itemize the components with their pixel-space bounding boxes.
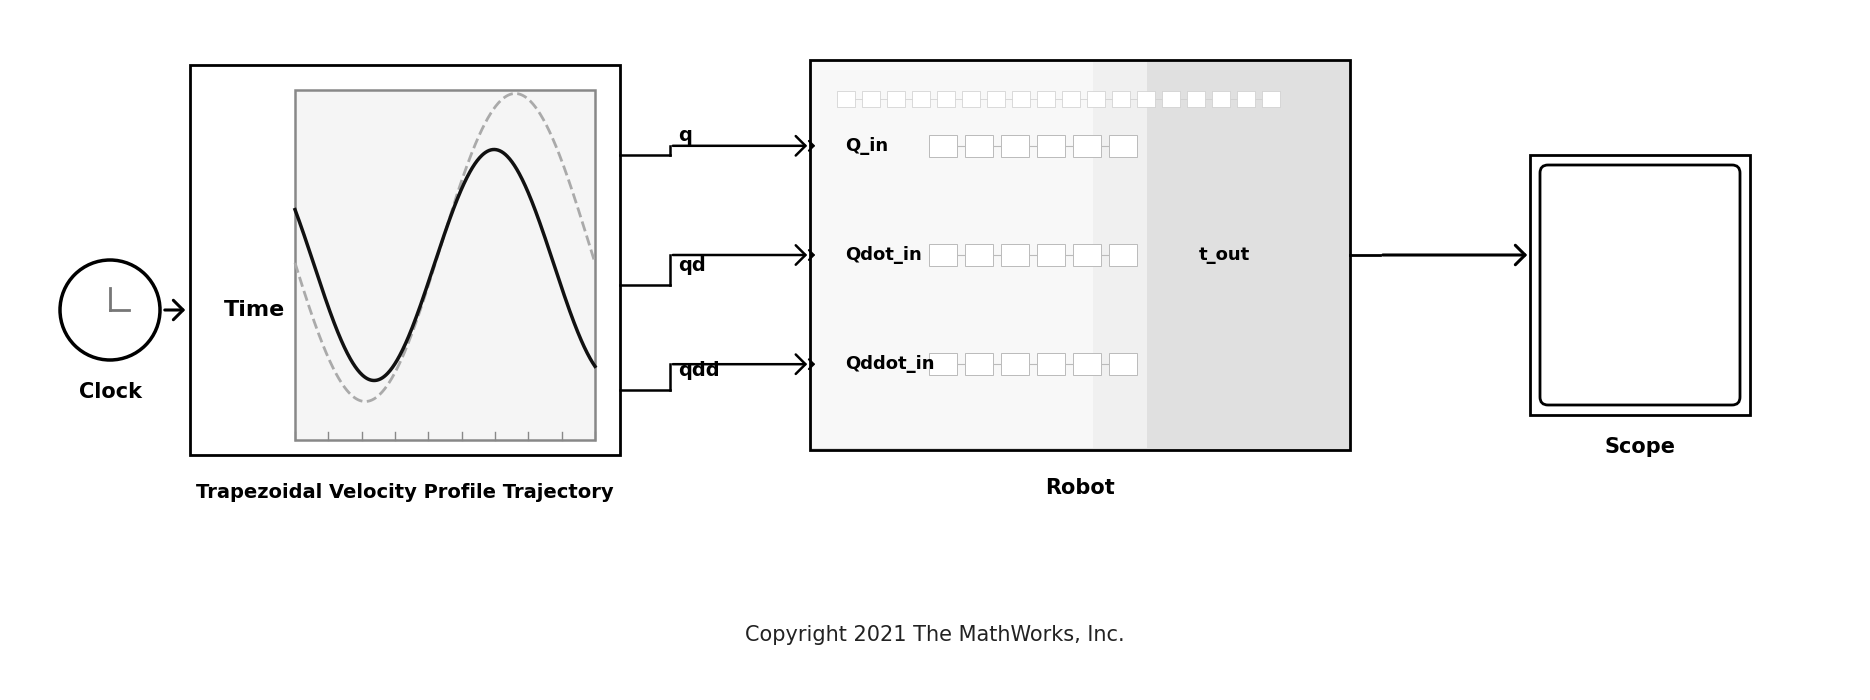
Bar <box>1038 91 1055 107</box>
Text: q: q <box>679 126 692 145</box>
Bar <box>929 244 957 266</box>
Bar <box>929 354 957 375</box>
Bar <box>812 62 1146 448</box>
FancyBboxPatch shape <box>1541 165 1739 405</box>
Bar <box>812 62 1092 448</box>
Bar <box>1161 91 1180 107</box>
Bar <box>295 90 595 440</box>
Bar <box>1137 91 1156 107</box>
Bar <box>886 91 905 107</box>
Bar <box>1212 91 1230 107</box>
Bar <box>1073 135 1101 157</box>
Bar <box>937 91 956 107</box>
Bar <box>1073 354 1101 375</box>
Bar <box>1036 244 1064 266</box>
Text: Robot: Robot <box>1045 478 1115 498</box>
Text: qd: qd <box>679 256 705 275</box>
Bar <box>1109 354 1137 375</box>
Bar <box>862 91 881 107</box>
Bar <box>1073 244 1101 266</box>
Text: Qddot_in: Qddot_in <box>845 355 935 373</box>
Text: Clock: Clock <box>79 382 142 402</box>
Bar <box>1530 155 1750 415</box>
Bar <box>1036 354 1064 375</box>
Text: Copyright 2021 The MathWorks, Inc.: Copyright 2021 The MathWorks, Inc. <box>744 625 1126 645</box>
Bar <box>1000 135 1028 157</box>
Text: Qdot_in: Qdot_in <box>845 246 922 264</box>
Text: Time: Time <box>224 300 286 320</box>
Bar <box>965 135 993 157</box>
Text: Q_in: Q_in <box>845 136 888 155</box>
Bar <box>810 60 1350 450</box>
Text: t_out: t_out <box>1199 246 1249 264</box>
Bar <box>987 91 1004 107</box>
Bar <box>961 91 980 107</box>
Text: Scope: Scope <box>1604 437 1676 457</box>
Bar <box>1109 135 1137 157</box>
Bar <box>913 91 929 107</box>
Bar <box>1187 91 1204 107</box>
Bar <box>1086 91 1105 107</box>
Bar <box>1262 91 1279 107</box>
Bar <box>1109 244 1137 266</box>
Bar <box>965 354 993 375</box>
Bar <box>838 91 855 107</box>
Bar <box>929 135 957 157</box>
Text: qdd: qdd <box>679 361 720 380</box>
Bar <box>1000 354 1028 375</box>
Bar <box>1113 91 1129 107</box>
Bar <box>1236 91 1255 107</box>
Bar <box>1036 135 1064 157</box>
Bar <box>1012 91 1030 107</box>
Bar <box>1000 244 1028 266</box>
Bar <box>1062 91 1081 107</box>
Text: Trapezoidal Velocity Profile Trajectory: Trapezoidal Velocity Profile Trajectory <box>196 483 613 502</box>
Bar <box>965 244 993 266</box>
Bar <box>191 65 621 455</box>
Circle shape <box>60 260 161 360</box>
